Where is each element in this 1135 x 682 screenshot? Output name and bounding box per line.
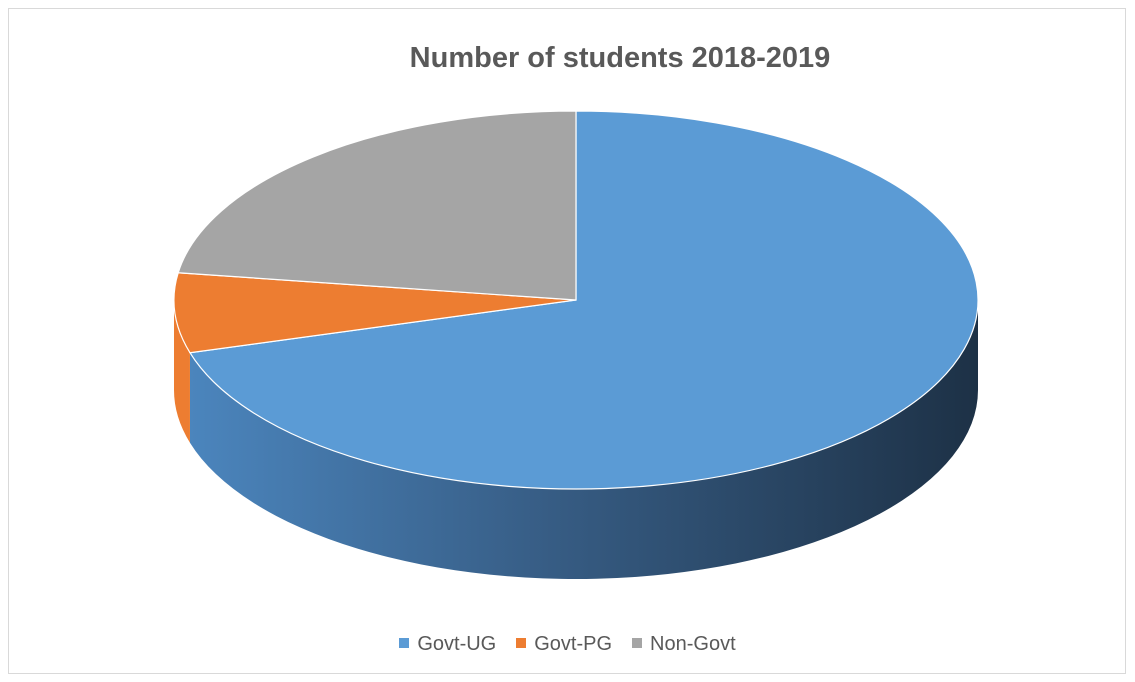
legend-label: Non-Govt	[650, 633, 736, 655]
pie-slice-govt-ug	[188, 110, 979, 490]
pie-side-govt-ug	[189, 300, 979, 579]
legend-swatch	[516, 638, 527, 648]
legend-item-non-govt: Non-Govt	[632, 633, 736, 656]
chart-title: Number of students 2018-2019	[409, 42, 831, 74]
legend-swatch	[399, 638, 410, 648]
legend-label: Govt-PG	[534, 633, 613, 655]
legend: Govt-UG Govt-PG Non-Govt	[0, 633, 1135, 656]
legend-label: Govt-UG	[417, 633, 497, 655]
legend-item-govt-ug: Govt-UG	[399, 633, 496, 656]
legend-swatch	[632, 638, 643, 648]
pie-slice-govt-pg	[173, 272, 577, 354]
legend-item-govt-pg: Govt-PG	[516, 633, 612, 656]
pie-slice-non-govt	[177, 110, 577, 301]
pie-side-govt-pg	[174, 300, 190, 443]
